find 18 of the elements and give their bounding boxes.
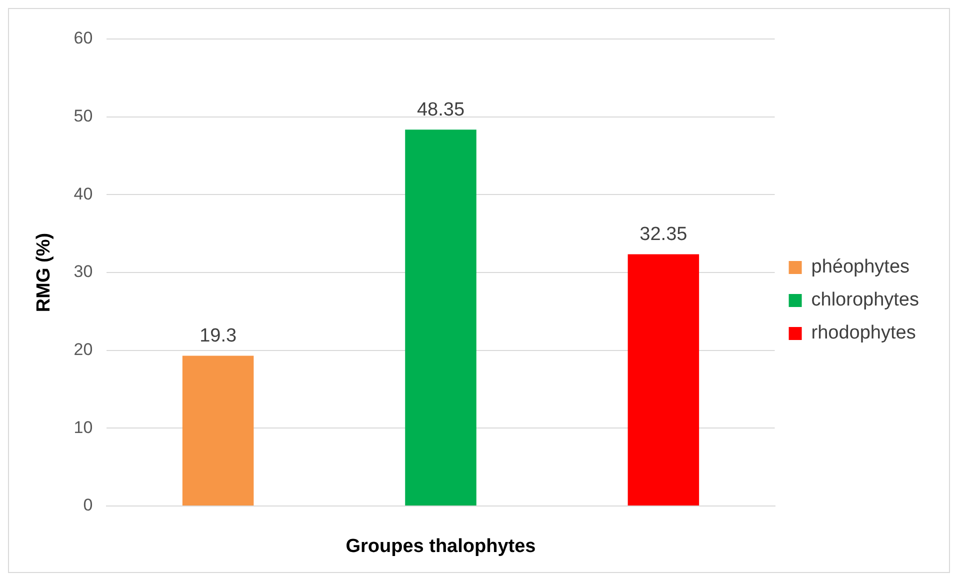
legend-label: phéophytes [811, 256, 910, 278]
bar [182, 356, 254, 506]
x-axis-title: Groupes thalophytes [346, 536, 536, 557]
y-tick-label: 60 [74, 28, 93, 48]
legend-label: chlorophytes [811, 290, 920, 311]
y-tick-label: 40 [74, 184, 93, 204]
y-tick-label: 30 [74, 262, 93, 282]
y-tick-label: 20 [74, 340, 93, 360]
data-label: 48.35 [416, 99, 465, 120]
data-label: 19.3 [200, 326, 237, 347]
y-tick-label: 10 [74, 418, 93, 437]
y-axis-title: RMG (%) [34, 232, 55, 312]
bar [405, 130, 476, 506]
y-tick-label: 0 [83, 496, 93, 515]
data-label: 32.35 [640, 224, 688, 245]
legend-label: rhodophytes [811, 322, 916, 344]
y-tick-label: 50 [74, 106, 93, 126]
bar [628, 254, 700, 506]
